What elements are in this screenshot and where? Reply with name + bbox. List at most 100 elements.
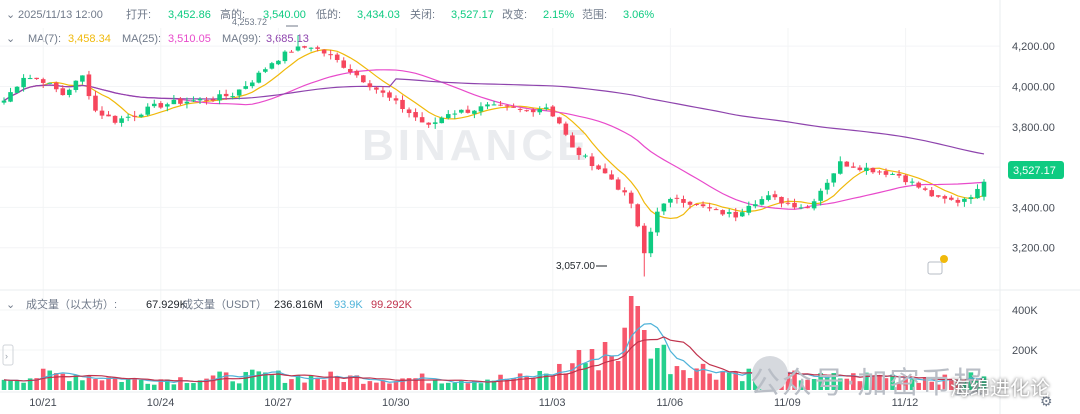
volume-bar bbox=[1, 379, 7, 390]
volume-tick-label: 200K bbox=[1012, 345, 1038, 357]
volume-bar bbox=[341, 382, 347, 390]
candle-body bbox=[347, 68, 353, 72]
candle-body bbox=[112, 115, 118, 123]
candle-body bbox=[73, 80, 79, 90]
volume-bar bbox=[909, 379, 915, 390]
volume-bar bbox=[530, 378, 536, 390]
low-value: 3,434.03 bbox=[357, 9, 400, 21]
candle-body bbox=[426, 122, 431, 125]
candle-body bbox=[393, 98, 399, 101]
volume-bar bbox=[40, 368, 46, 390]
volume-bar bbox=[583, 363, 588, 390]
volume-bar bbox=[922, 378, 928, 390]
time-tick-label: 11/03 bbox=[539, 397, 566, 409]
candle-body bbox=[14, 86, 20, 93]
candle-body bbox=[949, 197, 954, 200]
candle-body bbox=[883, 171, 889, 175]
candle-body bbox=[576, 147, 582, 156]
candle-body bbox=[720, 210, 725, 215]
volume-bar bbox=[524, 375, 529, 390]
candle-body bbox=[321, 49, 327, 54]
candle-body bbox=[171, 99, 177, 105]
candle-body bbox=[93, 95, 98, 111]
candle-body bbox=[700, 204, 706, 207]
price-tick-label: 4,200.00 bbox=[1012, 41, 1055, 53]
volume-bar bbox=[707, 373, 712, 390]
volume-bar bbox=[197, 380, 203, 390]
volume-bar bbox=[968, 372, 974, 390]
candle-body bbox=[687, 201, 693, 205]
candle-body bbox=[34, 77, 39, 80]
candle-body bbox=[779, 196, 784, 204]
candle-body bbox=[236, 89, 242, 96]
volume-bar bbox=[851, 373, 856, 390]
candle-body bbox=[40, 79, 46, 83]
volume-bar bbox=[178, 377, 183, 390]
volume-bar bbox=[550, 375, 556, 390]
candle-body bbox=[289, 51, 294, 53]
candle-body bbox=[942, 196, 948, 199]
volume-bar bbox=[217, 371, 222, 390]
candle-body bbox=[864, 167, 869, 171]
settings-icon[interactable]: ⚙ bbox=[1040, 393, 1053, 409]
candle-body bbox=[334, 54, 340, 60]
candle-body bbox=[145, 106, 151, 115]
ma99-value: 3,685.13 bbox=[266, 33, 309, 45]
close-value: 3,527.17 bbox=[451, 9, 494, 21]
scroll-toggle-icon[interactable]: › bbox=[2, 344, 14, 366]
volume-bar bbox=[282, 382, 288, 390]
volume-bar bbox=[975, 380, 980, 390]
low-label: 低的: bbox=[316, 7, 341, 21]
indicator-icon[interactable] bbox=[927, 255, 948, 275]
candle-body bbox=[602, 168, 608, 174]
candle-body bbox=[465, 109, 471, 113]
volume-bar bbox=[380, 380, 386, 390]
volume-bar bbox=[400, 378, 405, 390]
volume-bar bbox=[236, 383, 242, 390]
candle-body bbox=[557, 117, 562, 124]
chevron-down-icon[interactable]: ⌄ bbox=[6, 299, 15, 311]
candle-body bbox=[485, 104, 490, 107]
volume-bar bbox=[628, 296, 634, 390]
volume-bar bbox=[8, 380, 13, 390]
volume-bar bbox=[681, 370, 686, 390]
svg-text:⚙: ⚙ bbox=[1040, 393, 1053, 409]
candle-body bbox=[674, 197, 680, 199]
volume-bar bbox=[896, 382, 902, 390]
volume-bar bbox=[419, 373, 425, 390]
chevron-down-icon[interactable]: ⌄ bbox=[6, 9, 15, 21]
candle-body bbox=[315, 47, 320, 49]
volume-bar bbox=[204, 378, 209, 390]
volume-bar bbox=[622, 327, 627, 390]
volume-bar bbox=[413, 378, 418, 390]
volume-bar bbox=[53, 373, 59, 390]
volume-bar bbox=[511, 378, 516, 390]
candle-body bbox=[668, 198, 673, 203]
chevron-down-icon[interactable]: ⌄ bbox=[6, 33, 15, 45]
volume-bar bbox=[916, 382, 921, 390]
volume-bar bbox=[504, 378, 510, 390]
candle-body bbox=[615, 179, 621, 190]
volume-bar bbox=[14, 380, 20, 390]
volume-bar bbox=[890, 374, 895, 390]
candle-body bbox=[308, 47, 314, 49]
candle-body bbox=[818, 190, 823, 201]
last-price-tag: 3,527.17 bbox=[1008, 161, 1064, 179]
candle-body bbox=[851, 166, 856, 168]
candle-body bbox=[80, 75, 85, 82]
candle-body bbox=[641, 225, 647, 254]
candle-body bbox=[648, 231, 654, 254]
candle-body bbox=[380, 90, 386, 93]
volume-bar bbox=[668, 374, 673, 390]
candle-body bbox=[217, 94, 222, 101]
volume-bar bbox=[877, 374, 882, 390]
candle-body bbox=[53, 82, 59, 90]
volume-bar bbox=[289, 379, 294, 390]
candle-body bbox=[922, 188, 928, 190]
wechat-avatar-icon bbox=[752, 356, 788, 392]
volume-bar bbox=[746, 368, 752, 390]
candle-body bbox=[165, 104, 170, 107]
time-tick-label: 11/09 bbox=[774, 397, 801, 409]
